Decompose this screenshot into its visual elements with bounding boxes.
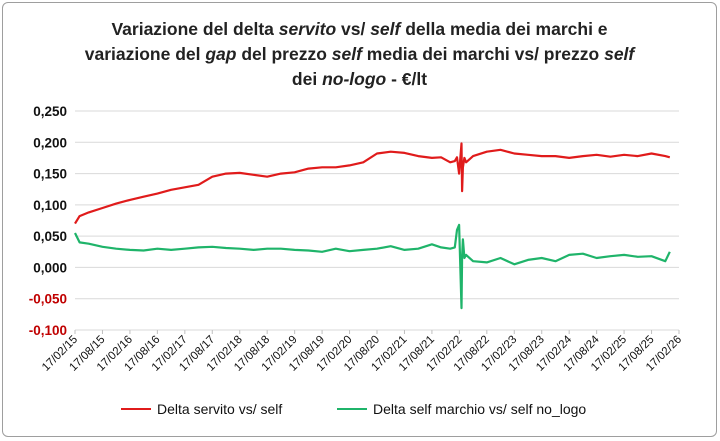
legend-swatch-servito [121,408,151,410]
title-segment: gap [205,44,237,64]
title-line-2: variazione del gap del prezzo self media… [3,42,716,67]
series-line-servito [74,142,671,225]
y-tick-label: 0,000 [33,260,67,275]
chart-title: Variazione del delta servito vs/ self de… [3,17,716,92]
title-segment: servito [278,19,337,39]
y-tick-label: 0,100 [33,198,67,213]
title-segment: self [370,19,401,39]
title-line-3: dei no-logo - €/lt [3,67,716,92]
y-tick-label: -0,100 [29,323,67,338]
title-segment: self [331,44,362,64]
y-tick-label: 0,250 [33,104,67,119]
series-line-self [74,223,671,310]
title-segment: variazione del [84,44,206,64]
line-chart: 0,250 0,200 0,150 0,100 0,050 0,000 -0,050 -0,1… [29,104,684,374]
title-segment: del prezzo [236,44,332,64]
title-line-1: Variazione del delta servito vs/ self de… [3,17,716,42]
title-segment: Variazione del delta [111,19,279,39]
title-segment: della media dei marchi e [400,19,608,39]
legend-item-self: Delta self marchio vs/ self no_logo [337,401,586,417]
title-segment: dei [291,69,323,89]
legend-label-servito: Delta servito vs/ self [157,401,283,417]
title-segment: - €/lt [386,69,428,89]
y-tick-label: 0,150 [33,167,67,182]
legend-item-servito: Delta servito vs/ self [121,401,282,417]
title-segment: no-logo [322,69,387,89]
title-segment: self [604,44,635,64]
title-segment: vs/ [336,19,371,39]
legend-swatch-self [337,408,367,410]
y-tick-label: -0,050 [29,292,67,307]
y-tick-label: 0,050 [33,229,67,244]
y-tick-label: 0,200 [33,135,67,150]
title-segment: media dei marchi vs/ prezzo [361,44,605,64]
legend-label-self: Delta self marchio vs/ self no_logo [373,401,587,417]
chart-frame: Variazione del delta servito vs/ self de… [2,2,717,437]
